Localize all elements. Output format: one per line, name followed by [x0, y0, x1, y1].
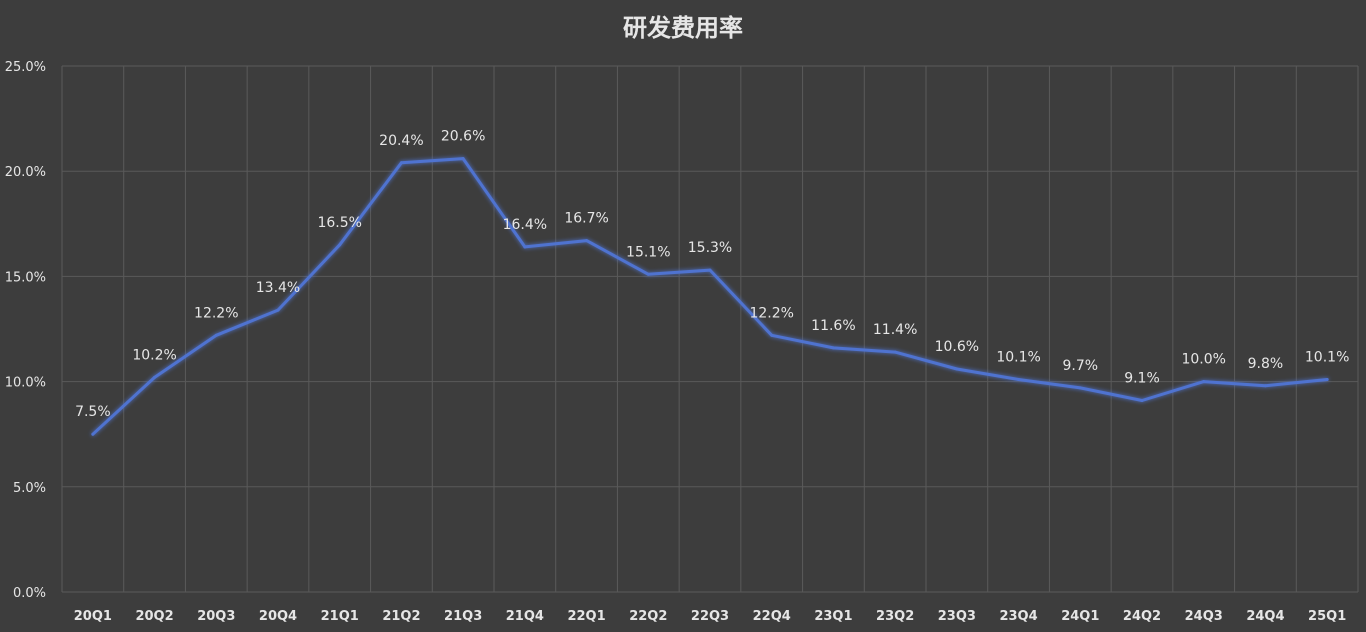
data-label: 10.2% [132, 347, 176, 363]
x-tick-label: 20Q4 [259, 609, 297, 624]
y-tick-label: 10.0% [5, 376, 46, 391]
data-point [338, 243, 342, 247]
data-label: 15.1% [626, 244, 670, 260]
x-tick-label: 21Q2 [382, 609, 420, 624]
x-tick-label: 23Q3 [938, 609, 976, 624]
data-label: 16.4% [503, 217, 547, 233]
y-axis: 0.0% 5.0% 10.0% 15.0% 20.0% 25.0% [5, 60, 46, 601]
series-line-path [91, 157, 1329, 436]
data-label: 10.0% [1181, 352, 1225, 368]
x-tick-label: 25Q1 [1308, 609, 1346, 624]
data-point [523, 245, 527, 249]
data-label: 9.1% [1124, 371, 1160, 387]
data-label: 9.8% [1248, 356, 1284, 372]
x-tick-label: 22Q2 [629, 609, 667, 624]
data-point [1140, 399, 1144, 403]
data-label: 9.7% [1062, 358, 1098, 374]
y-tick-label: 0.0% [13, 586, 46, 601]
x-tick-label: 21Q3 [444, 609, 482, 624]
x-tick-label: 24Q4 [1246, 609, 1284, 624]
data-label: 16.5% [317, 215, 361, 231]
x-tick-label: 24Q1 [1061, 609, 1099, 624]
data-label: 20.4% [379, 133, 423, 149]
data-label: 13.4% [256, 280, 300, 296]
data-label: 10.6% [935, 339, 979, 355]
data-point [276, 308, 280, 312]
data-point [461, 157, 465, 161]
data-label: 11.6% [811, 318, 855, 334]
y-tick-label: 20.0% [5, 165, 46, 180]
data-point [708, 268, 712, 272]
data-point [1078, 386, 1082, 390]
x-axis: 20Q1 20Q2 20Q3 20Q4 21Q1 21Q2 21Q3 21Q4 22Q1 22Q2… [74, 609, 1346, 624]
x-tick-label: 23Q4 [999, 609, 1037, 624]
data-point [1202, 380, 1206, 384]
data-label: 11.4% [873, 322, 917, 338]
chart-title: 研发费用率 [623, 14, 743, 42]
x-tick-label: 21Q1 [321, 609, 359, 624]
data-point [153, 375, 157, 379]
data-label: 12.2% [749, 305, 793, 321]
data-label: 12.2% [194, 305, 238, 321]
data-label: 10.1% [996, 349, 1040, 365]
data-labels: 7.5% 10.2% 12.2% 13.4% 16.5% 20.4% 20.6% 16.4% 1… [75, 129, 1349, 421]
x-tick-label: 20Q1 [74, 609, 112, 624]
x-tick-label: 22Q4 [753, 609, 791, 624]
data-point [1263, 384, 1267, 388]
x-tick-label: 23Q1 [814, 609, 852, 624]
data-label: 7.5% [75, 404, 111, 420]
x-tick-label: 20Q2 [135, 609, 173, 624]
series-line [91, 157, 1329, 436]
data-point [770, 333, 774, 337]
data-point [1325, 377, 1329, 381]
x-tick-label: 24Q2 [1123, 609, 1161, 624]
data-point [214, 333, 218, 337]
x-tick-label: 20Q3 [197, 609, 235, 624]
data-point [646, 272, 650, 276]
data-point [831, 346, 835, 350]
y-tick-label: 25.0% [5, 60, 46, 75]
data-label: 10.1% [1305, 349, 1349, 365]
x-tick-label: 23Q2 [876, 609, 914, 624]
data-point [955, 367, 959, 371]
data-label: 20.6% [441, 129, 485, 145]
data-point [893, 350, 897, 354]
x-tick-label: 22Q3 [691, 609, 729, 624]
data-point [91, 432, 95, 436]
data-label: 16.7% [564, 211, 608, 227]
grid [61, 65, 1359, 593]
x-tick-label: 21Q4 [506, 609, 544, 624]
data-label: 15.3% [688, 240, 732, 256]
x-tick-label: 24Q3 [1185, 609, 1223, 624]
y-tick-label: 15.0% [5, 270, 46, 285]
x-tick-label: 22Q1 [567, 609, 605, 624]
data-point [585, 239, 589, 243]
data-point [399, 161, 403, 165]
y-tick-label: 5.0% [13, 481, 46, 496]
data-point [1017, 377, 1021, 381]
